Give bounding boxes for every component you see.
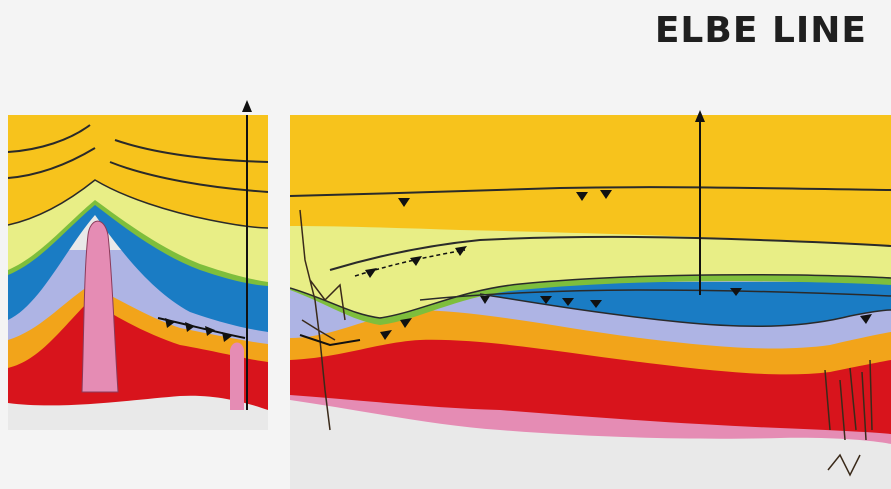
salt-diapir xyxy=(81,220,119,393)
figure-title: ELBE LINE xyxy=(654,10,867,51)
left-section xyxy=(8,115,268,430)
horizon-line xyxy=(329,236,891,271)
fault-line xyxy=(157,317,246,339)
fault-marker xyxy=(365,246,467,278)
fault-line xyxy=(354,249,466,277)
fault-marker xyxy=(480,288,742,308)
right-section xyxy=(290,115,891,489)
horizon-line xyxy=(8,179,268,229)
yellow-layer xyxy=(290,115,891,246)
fault-zone xyxy=(824,359,873,477)
blue-layer xyxy=(480,282,891,327)
horizon-line xyxy=(8,124,91,153)
well-arrow xyxy=(242,100,252,112)
fault-line xyxy=(299,334,361,347)
salt-pillow xyxy=(230,342,244,410)
fault-marker xyxy=(165,318,232,342)
well-arrow xyxy=(695,110,705,122)
horizon-line xyxy=(290,274,891,319)
fault-zone xyxy=(299,209,346,431)
horizon-line xyxy=(290,186,891,197)
horizon-line xyxy=(479,293,891,328)
horizon-line xyxy=(8,147,96,179)
horizon-line xyxy=(114,139,268,163)
